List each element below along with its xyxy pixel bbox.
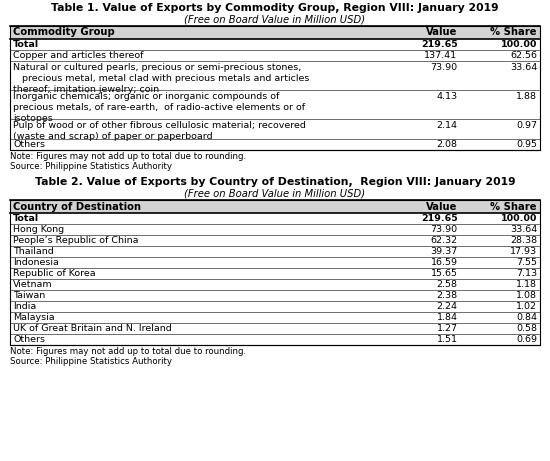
Text: 0.58: 0.58 <box>516 324 537 333</box>
Text: Others: Others <box>13 335 45 344</box>
Text: Total: Total <box>13 214 39 223</box>
Text: % Share: % Share <box>491 201 537 212</box>
Bar <box>10 26 540 39</box>
Text: 1.27: 1.27 <box>437 324 458 333</box>
Text: 62.32: 62.32 <box>431 236 458 245</box>
Text: Others: Others <box>13 140 45 149</box>
Text: Pulp of wood or of other fibrous cellulosic material; recovered
(waste and scrap: Pulp of wood or of other fibrous cellulo… <box>13 121 306 141</box>
Text: Vietnam: Vietnam <box>13 280 53 289</box>
Text: 1.84: 1.84 <box>437 313 458 322</box>
Text: Table 1. Value of Exports by Commodity Group, Region VIII: January 2019: Table 1. Value of Exports by Commodity G… <box>51 3 499 13</box>
Text: Inorganic chemicals; organic or inorganic compounds of
precious metals, of rare-: Inorganic chemicals; organic or inorgani… <box>13 92 305 123</box>
Text: 17.93: 17.93 <box>510 247 537 256</box>
Text: 1.08: 1.08 <box>516 291 537 300</box>
Text: Value: Value <box>426 28 458 37</box>
Text: 1.18: 1.18 <box>516 280 537 289</box>
Text: Note: Figures may not add up to total due to rounding.
Source: Philippine Statis: Note: Figures may not add up to total du… <box>10 152 246 171</box>
Text: Thailand: Thailand <box>13 247 54 256</box>
Text: UK of Great Britain and N. Ireland: UK of Great Britain and N. Ireland <box>13 324 172 333</box>
Text: % Share: % Share <box>491 28 537 37</box>
Text: Note: Figures may not add up to total due to rounding.
Source: Philippine Statis: Note: Figures may not add up to total du… <box>10 347 246 366</box>
Text: 0.84: 0.84 <box>516 313 537 322</box>
Text: Table 2. Value of Exports by Country of Destination,  Region VIII: January 2019: Table 2. Value of Exports by Country of … <box>35 177 515 187</box>
Text: Natural or cultured pearls, precious or semi-precious stones,
   precious metal,: Natural or cultured pearls, precious or … <box>13 63 309 94</box>
Text: 73.90: 73.90 <box>431 63 458 72</box>
Text: 219.65: 219.65 <box>421 40 458 49</box>
Text: Commodity Group: Commodity Group <box>13 28 115 37</box>
Text: 73.90: 73.90 <box>431 225 458 234</box>
Text: 62.56: 62.56 <box>510 51 537 60</box>
Text: 100.00: 100.00 <box>500 214 537 223</box>
Text: Indonesia: Indonesia <box>13 258 59 267</box>
Text: Taiwan: Taiwan <box>13 291 45 300</box>
Text: (Free on Board Value in Million USD): (Free on Board Value in Million USD) <box>184 189 366 199</box>
Text: People’s Republic of China: People’s Republic of China <box>13 236 139 245</box>
Text: 7.13: 7.13 <box>516 269 537 278</box>
Text: India: India <box>13 302 36 311</box>
Text: 2.24: 2.24 <box>437 302 458 311</box>
Text: 28.38: 28.38 <box>510 236 537 245</box>
Text: 7.55: 7.55 <box>516 258 537 267</box>
Bar <box>10 200 540 213</box>
Text: Value: Value <box>426 201 458 212</box>
Text: 0.97: 0.97 <box>516 121 537 130</box>
Text: (Free on Board Value in Million USD): (Free on Board Value in Million USD) <box>184 15 366 25</box>
Text: Malaysia: Malaysia <box>13 313 54 322</box>
Text: 33.64: 33.64 <box>510 225 537 234</box>
Bar <box>10 200 540 345</box>
Text: Republic of Korea: Republic of Korea <box>13 269 96 278</box>
Text: 137.41: 137.41 <box>425 51 458 60</box>
Text: Country of Destination: Country of Destination <box>13 201 141 212</box>
Text: 4.13: 4.13 <box>436 92 458 101</box>
Text: Hong Kong: Hong Kong <box>13 225 64 234</box>
Text: 2.38: 2.38 <box>436 291 458 300</box>
Text: 2.14: 2.14 <box>437 121 458 130</box>
Text: Total: Total <box>13 40 39 49</box>
Text: 0.95: 0.95 <box>516 140 537 149</box>
Text: 1.02: 1.02 <box>516 302 537 311</box>
Text: Copper and articles thereof: Copper and articles thereof <box>13 51 144 60</box>
Text: 39.37: 39.37 <box>430 247 458 256</box>
Bar <box>10 26 540 150</box>
Text: 0.69: 0.69 <box>516 335 537 344</box>
Text: 1.51: 1.51 <box>437 335 458 344</box>
Text: 1.88: 1.88 <box>516 92 537 101</box>
Text: 219.65: 219.65 <box>421 214 458 223</box>
Text: 16.59: 16.59 <box>431 258 458 267</box>
Text: 100.00: 100.00 <box>500 40 537 49</box>
Text: 2.58: 2.58 <box>437 280 458 289</box>
Text: 2.08: 2.08 <box>437 140 458 149</box>
Text: 15.65: 15.65 <box>431 269 458 278</box>
Text: 33.64: 33.64 <box>510 63 537 72</box>
